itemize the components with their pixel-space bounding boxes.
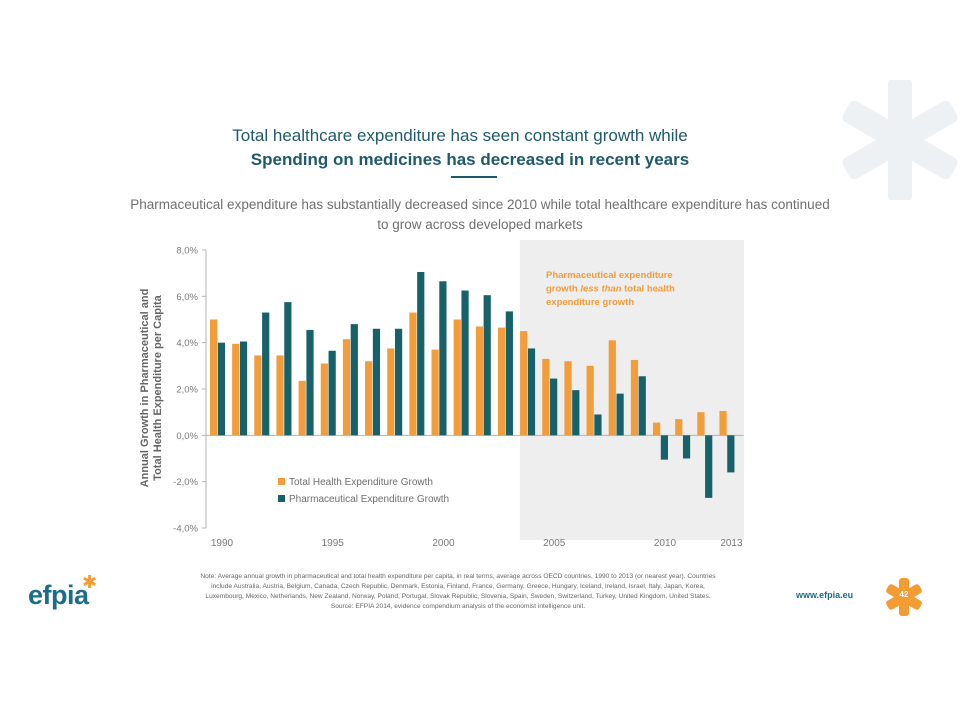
legend-swatch-pharma [278, 495, 285, 502]
pharma-bar [372, 328, 381, 436]
decorative-star-icon [842, 80, 958, 200]
pharma-bar [328, 350, 336, 436]
total-health-bar [431, 349, 439, 436]
y-axis-label-line1: Annual Growth in Pharmaceutical and [139, 289, 151, 488]
total-health-bar [542, 358, 550, 436]
annotation-line2: growth less than total health [546, 284, 675, 295]
total-health-bar [409, 312, 417, 436]
pharma-bar [505, 311, 513, 436]
pharma-bar [239, 341, 248, 436]
pharma-bar [527, 348, 536, 436]
pharma-bar [638, 376, 646, 436]
total-health-bar [210, 319, 218, 436]
pharma-bar [550, 378, 558, 436]
total-health-bar [232, 343, 240, 436]
y-axis-label-line2: Total Health Expenditure per Capita [152, 294, 164, 480]
page-number: 42 [899, 590, 909, 599]
total-health-bar [276, 355, 284, 436]
slide-title-line2: Spending on medicines has decreased in r… [250, 150, 690, 169]
legend-label-total-health: Total Health Expenditure Growth [289, 477, 433, 488]
legend-label-pharma: Pharmaceutical Expenditure Growth [289, 494, 449, 505]
total-health-bar [653, 422, 661, 436]
x-tick-label: 2000 [432, 538, 455, 549]
total-health-bar [298, 380, 306, 436]
total-health-bar [320, 363, 328, 436]
total-health-bar [475, 326, 483, 436]
total-health-bar [719, 411, 727, 436]
y-tick-label: 8,0% [176, 246, 198, 257]
pharma-bar [727, 435, 735, 473]
legend-swatch-total-health [278, 478, 285, 485]
x-tick-label: 2013 [720, 538, 743, 549]
annotation-line2-pre: growth [546, 284, 580, 295]
page-number-badge: 42 [880, 577, 928, 617]
chart-note: Note: Average annual growth in pharmaceu… [200, 573, 716, 610]
pharma-bar [306, 329, 314, 436]
total-health-bar [254, 355, 262, 436]
pharma-bar [262, 312, 270, 436]
annotation-line3: expenditure growth [546, 297, 634, 308]
pharma-bar [350, 324, 358, 436]
pharma-bar [572, 390, 580, 436]
annotation-line2-em: less than [580, 284, 621, 295]
total-health-bar [630, 360, 639, 436]
website-link[interactable]: www.efpia.eu [796, 590, 854, 600]
y-tick-label: -4,0% [173, 524, 198, 535]
slide-title-line1: Total healthcare expenditure has seen co… [232, 126, 688, 145]
y-tick-label: 2,0% [176, 385, 198, 396]
pharma-bar [616, 393, 624, 436]
slide-subtitle: Pharmaceutical expenditure has substanti… [130, 197, 830, 232]
page-badge-asterisk-icon [886, 578, 922, 616]
pharma-bar [461, 290, 469, 436]
pharma-bar [660, 435, 668, 460]
pharma-bar [217, 342, 225, 436]
total-health-bar [365, 361, 373, 436]
pharma-bar [483, 295, 491, 436]
pharma-bar [439, 281, 447, 436]
total-health-bar [697, 412, 705, 436]
pharma-bar [417, 272, 425, 436]
x-tick-label: 1990 [211, 538, 234, 549]
total-health-bar [342, 339, 351, 436]
total-health-bar [520, 331, 528, 436]
pharma-bar [395, 328, 403, 436]
total-health-bar [453, 319, 461, 436]
pharma-bar [705, 435, 713, 498]
y-tick-label: 6,0% [176, 292, 198, 303]
total-health-bar [608, 340, 616, 436]
pharma-bar [682, 435, 691, 459]
total-health-bar [564, 361, 572, 436]
x-tick-label: 1995 [322, 538, 345, 549]
y-tick-label: 0,0% [176, 431, 198, 442]
efpia-logo: efpia ✱ [28, 572, 118, 612]
total-health-bar [387, 348, 395, 436]
x-tick-label: 2005 [543, 538, 566, 549]
x-tick-label: 2010 [654, 538, 677, 549]
logo-asterisk-icon: ✱ [82, 572, 98, 592]
annotation-line1: Pharmaceutical expenditure [546, 270, 673, 281]
pharma-bar [594, 414, 602, 436]
total-health-bar [675, 419, 683, 436]
logo-text: efpia [28, 580, 89, 610]
annotation-line2-post: total health [622, 284, 676, 295]
total-health-bar [586, 365, 594, 436]
total-health-bar [497, 327, 506, 436]
y-tick-label: -2,0% [173, 477, 198, 488]
pharma-bar [284, 302, 292, 436]
title-underline [451, 176, 497, 178]
y-tick-label: 4,0% [176, 338, 198, 349]
